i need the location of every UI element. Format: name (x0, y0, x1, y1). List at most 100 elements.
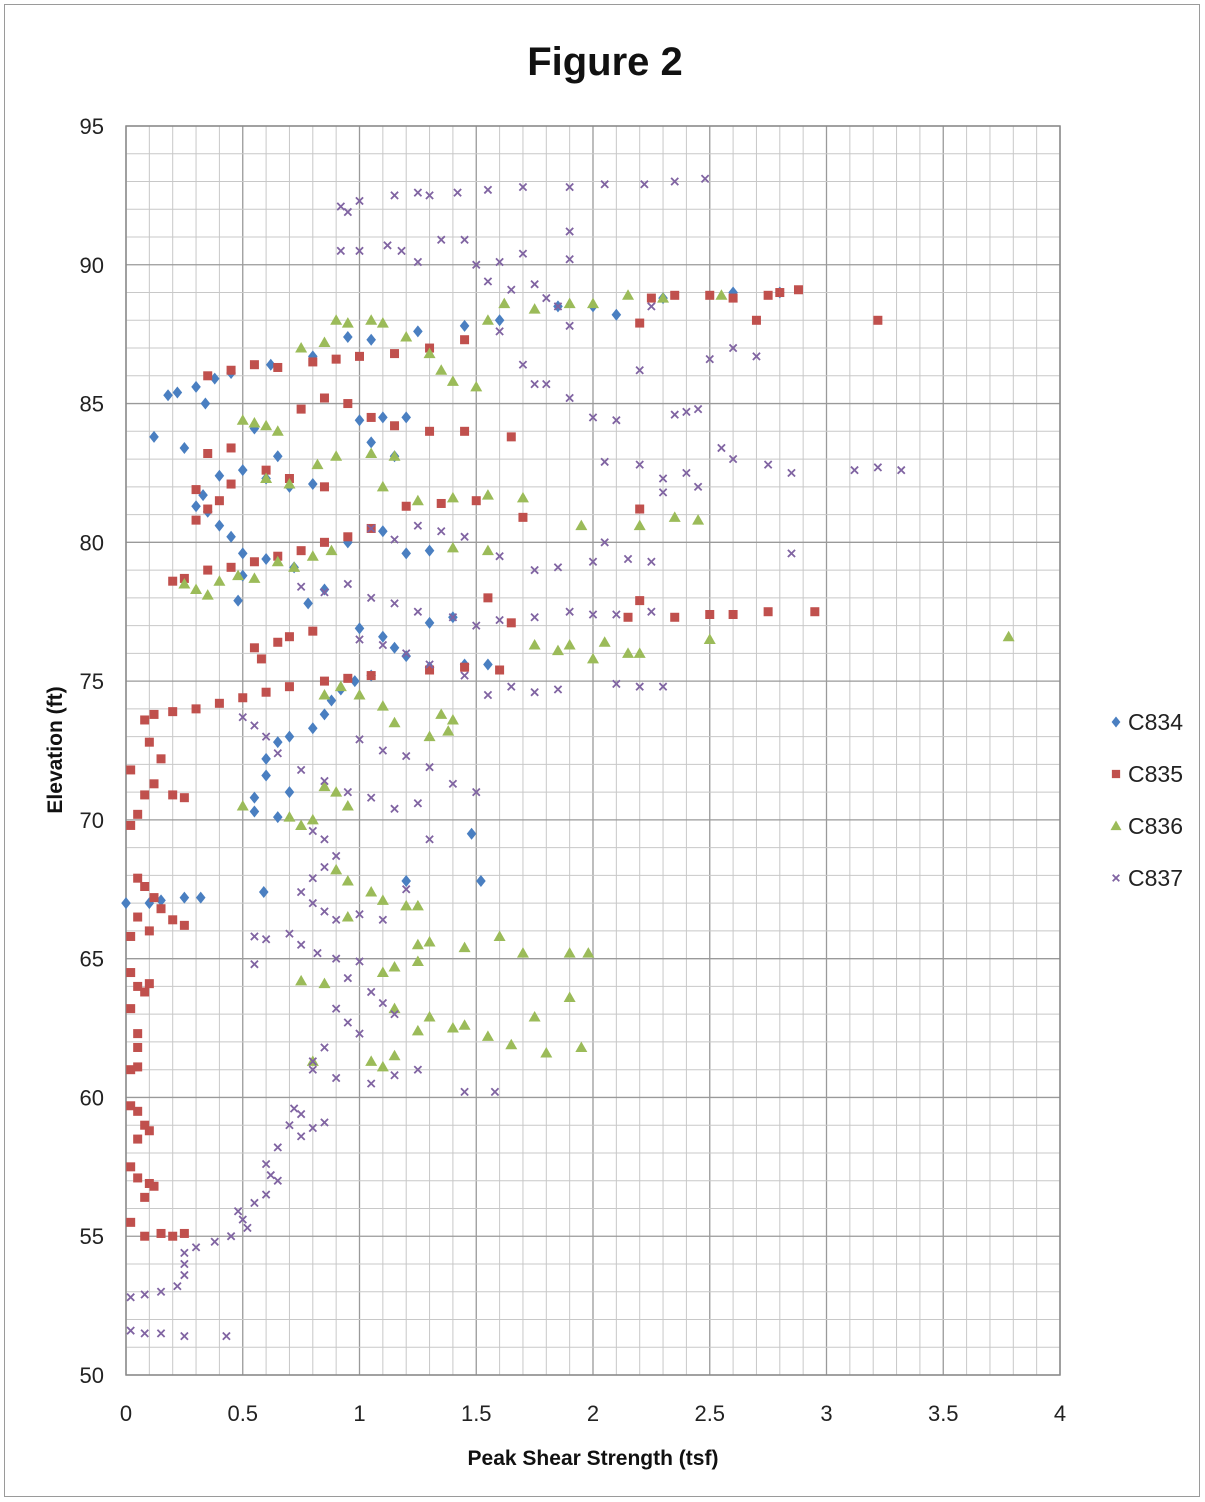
data-point (490, 1087, 500, 1097)
data-point (530, 687, 539, 697)
data-point (587, 297, 599, 309)
data-point (250, 1198, 259, 1208)
data-point (273, 1143, 283, 1152)
x-axis-label: Peak Shear Strength (tsf) (468, 1447, 719, 1470)
data-point (563, 991, 576, 1003)
data-point (565, 321, 574, 331)
data-point (388, 1049, 401, 1061)
data-point (622, 289, 635, 300)
data-point (436, 235, 446, 245)
data-point (425, 762, 434, 772)
data-point (472, 621, 481, 630)
data-point (460, 671, 469, 680)
data-point (582, 947, 595, 958)
data-point (209, 372, 220, 385)
data-point (140, 882, 150, 892)
data-point (156, 1329, 166, 1338)
data-point (413, 798, 423, 808)
data-point (495, 257, 504, 267)
data-point (389, 641, 400, 654)
y-tick-label: 80 (80, 530, 104, 555)
data-point (717, 443, 726, 453)
data-point (284, 786, 295, 799)
data-point (810, 607, 820, 617)
data-point (261, 1159, 271, 1169)
data-point (705, 290, 715, 300)
data-point (647, 302, 656, 311)
data-point (320, 588, 329, 597)
data-point (179, 920, 189, 930)
data-point (232, 569, 245, 581)
legend-marker (1111, 716, 1121, 728)
data-point (226, 1231, 236, 1241)
data-point (133, 1173, 143, 1183)
data-point (366, 987, 376, 997)
data-point (635, 504, 645, 514)
data-point (542, 293, 551, 303)
data-point (214, 496, 224, 506)
data-point (260, 419, 273, 431)
data-point (442, 725, 455, 736)
data-point (319, 393, 329, 403)
data-point (334, 680, 347, 692)
data-point (366, 524, 376, 533)
data-point (260, 472, 273, 483)
data-point (692, 514, 705, 525)
data-point (528, 639, 541, 650)
data-point (518, 249, 528, 258)
data-point (320, 1043, 329, 1052)
data-point (195, 891, 206, 904)
data-point (203, 504, 213, 514)
data-point (458, 941, 471, 953)
data-point (168, 1231, 178, 1241)
data-point (622, 647, 635, 658)
x-tick-label: 1 (353, 1401, 365, 1426)
plot-grid (125, 125, 1061, 1376)
y-tick-labels: 50 55 60 65 70 75 80 85 90 95 (80, 114, 104, 1388)
data-point (355, 351, 364, 361)
data-points (121, 174, 1015, 1341)
y-axis-label: Elevation (ft) (44, 686, 67, 813)
data-point (446, 1022, 459, 1033)
data-point (331, 354, 341, 364)
data-point (703, 633, 716, 644)
data-point (481, 1030, 494, 1041)
data-point (266, 1170, 276, 1180)
data-point (249, 805, 260, 818)
data-point (284, 682, 294, 692)
data-point (693, 404, 703, 414)
data-point (752, 352, 761, 361)
data-point (355, 910, 364, 919)
data-point (518, 182, 528, 192)
data-point (308, 626, 318, 636)
data-point (612, 415, 621, 425)
data-point (238, 1215, 247, 1224)
data-point (483, 185, 493, 195)
x-tick-labels: 0 0.5 1 1.5 2 2.5 3 3.5 4 (120, 1401, 1066, 1426)
data-point (213, 575, 226, 586)
data-point (296, 940, 306, 950)
data-point (472, 787, 481, 797)
data-point (250, 721, 259, 730)
data-point (271, 425, 284, 436)
data-point (700, 174, 710, 183)
data-point (388, 1002, 401, 1014)
data-point (203, 371, 213, 381)
data-point (248, 416, 261, 428)
data-point (647, 607, 656, 616)
data-point (214, 698, 224, 708)
data-point (423, 1010, 436, 1022)
data-point (319, 708, 330, 721)
data-point (483, 593, 493, 603)
data-point (507, 682, 516, 691)
data-point (612, 679, 621, 689)
x-tick-label: 4 (1054, 1401, 1066, 1426)
data-point (425, 835, 434, 844)
data-point (261, 687, 271, 697)
data-point (446, 713, 459, 725)
data-point (516, 491, 529, 503)
data-point (565, 254, 574, 264)
data-point (126, 1326, 135, 1335)
data-point (459, 319, 470, 332)
